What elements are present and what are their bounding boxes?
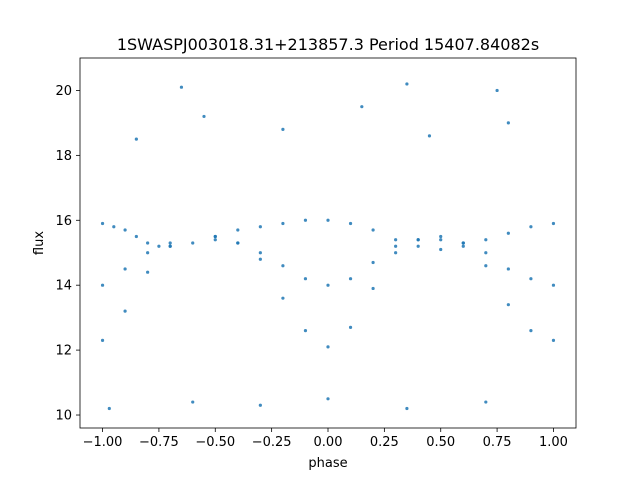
x-tick-label: −0.75	[139, 435, 179, 450]
data-point	[100, 338, 105, 342]
x-tick-label: 0.50	[426, 435, 455, 450]
data-point	[281, 296, 285, 300]
data-point	[484, 251, 488, 255]
data-point	[100, 221, 105, 226]
x-axis-label: phase	[308, 456, 347, 471]
y-tick-label: 12	[55, 344, 72, 359]
data-point	[529, 277, 533, 281]
data-point	[157, 244, 161, 248]
data-point	[461, 244, 465, 248]
data-point	[439, 238, 443, 242]
data-point	[348, 221, 353, 226]
data-point	[348, 277, 353, 281]
data-point	[371, 260, 375, 265]
data-point	[326, 345, 330, 349]
data-point	[439, 234, 443, 239]
scatter-points	[100, 82, 556, 411]
data-point	[439, 247, 443, 252]
data-point	[100, 283, 105, 287]
data-point	[394, 238, 398, 242]
data-point	[134, 137, 138, 141]
y-axis-ticks: 10 12 14 16 18 20	[55, 84, 80, 424]
data-point	[303, 218, 308, 222]
x-tick-label: 0.75	[483, 435, 512, 450]
x-tick-label: 0.25	[370, 435, 399, 450]
data-point	[107, 406, 111, 411]
data-point	[281, 221, 285, 226]
data-point	[326, 283, 330, 287]
data-point	[258, 257, 262, 261]
data-point	[202, 114, 206, 119]
data-point	[168, 244, 172, 248]
y-tick-label: 16	[55, 214, 72, 229]
x-tick-label: −0.25	[252, 435, 292, 450]
data-point	[191, 400, 195, 404]
data-point	[348, 325, 353, 329]
data-point	[506, 303, 510, 307]
x-axis-ticks: −1.00 −0.75 −0.50 −0.25 0.00 0.25 0.50 0.75 1.00	[83, 428, 568, 450]
x-tick-label: 0.00	[314, 435, 343, 450]
data-point	[123, 228, 127, 232]
data-point	[146, 241, 150, 245]
x-tick-label: −0.50	[195, 435, 235, 450]
data-point	[416, 238, 420, 242]
data-point	[326, 218, 330, 222]
data-point	[394, 244, 398, 248]
data-point	[303, 329, 308, 333]
y-tick-label: 18	[55, 149, 72, 164]
data-point	[236, 228, 240, 232]
y-tick-label: 10	[55, 409, 72, 424]
data-point	[461, 241, 465, 245]
data-point	[551, 283, 556, 287]
data-point	[394, 251, 398, 255]
chart-title: 1SWASPJ003018.31+213857.3 Period 15407.8…	[117, 35, 539, 54]
data-point	[258, 251, 262, 255]
data-point	[506, 267, 510, 271]
data-point	[405, 82, 409, 86]
x-tick-label: 1.00	[539, 435, 568, 450]
data-point	[484, 238, 488, 242]
data-point	[427, 134, 432, 138]
data-point	[405, 406, 409, 411]
data-point	[123, 309, 127, 313]
data-point	[213, 234, 217, 239]
data-point	[258, 225, 262, 229]
data-point	[551, 221, 556, 226]
data-point	[371, 228, 375, 232]
data-point	[281, 264, 285, 268]
y-tick-label: 20	[55, 84, 72, 99]
data-point	[112, 225, 116, 229]
data-point	[281, 127, 285, 131]
y-tick-label: 14	[55, 279, 72, 294]
data-point	[495, 88, 499, 93]
data-point	[371, 286, 375, 291]
data-point	[484, 264, 488, 268]
data-point	[303, 277, 308, 281]
data-point	[168, 241, 172, 245]
data-point	[213, 238, 217, 242]
data-point	[551, 338, 556, 342]
data-point	[529, 225, 533, 229]
x-tick-label: −1.00	[83, 435, 123, 450]
data-point	[529, 329, 533, 333]
data-point	[484, 400, 488, 404]
data-point	[134, 234, 138, 239]
data-point	[258, 403, 262, 407]
data-point	[191, 241, 195, 245]
data-point	[179, 85, 184, 89]
data-point	[326, 397, 330, 401]
data-point	[146, 251, 150, 255]
data-point	[123, 267, 127, 271]
data-point	[506, 121, 510, 125]
data-point	[360, 105, 364, 109]
data-point	[416, 244, 420, 248]
data-point	[236, 241, 240, 245]
data-point	[506, 231, 510, 235]
y-axis-label: flux	[32, 231, 47, 255]
data-point	[146, 270, 150, 274]
